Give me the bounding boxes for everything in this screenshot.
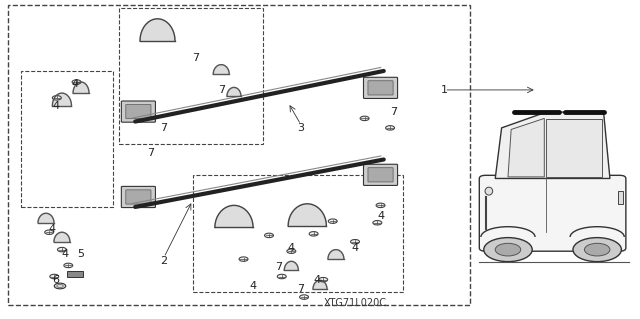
Polygon shape — [38, 213, 54, 223]
Circle shape — [52, 96, 61, 100]
Text: 7: 7 — [192, 53, 199, 63]
Text: 4: 4 — [49, 224, 56, 234]
FancyBboxPatch shape — [126, 190, 151, 204]
Bar — [8, 4, 470, 305]
Text: 5: 5 — [77, 249, 84, 259]
Circle shape — [386, 126, 394, 130]
Text: 6: 6 — [52, 275, 59, 285]
Text: 7: 7 — [275, 262, 282, 272]
Polygon shape — [54, 232, 70, 242]
Circle shape — [351, 240, 360, 244]
FancyBboxPatch shape — [368, 168, 393, 182]
Polygon shape — [288, 204, 326, 226]
Circle shape — [376, 203, 385, 208]
Circle shape — [300, 295, 308, 299]
Circle shape — [584, 243, 610, 256]
Polygon shape — [546, 119, 602, 177]
Polygon shape — [227, 87, 241, 96]
Circle shape — [50, 274, 59, 279]
Text: 3: 3 — [298, 123, 305, 133]
Polygon shape — [140, 19, 175, 41]
FancyBboxPatch shape — [479, 175, 626, 251]
Text: 7: 7 — [148, 148, 155, 158]
Polygon shape — [213, 65, 229, 74]
Circle shape — [64, 263, 73, 268]
Polygon shape — [215, 205, 253, 227]
Polygon shape — [495, 112, 610, 178]
FancyBboxPatch shape — [122, 186, 156, 208]
Text: 7: 7 — [298, 284, 305, 294]
Bar — [20, 71, 113, 207]
Text: 4: 4 — [288, 243, 295, 253]
FancyBboxPatch shape — [126, 105, 151, 119]
Circle shape — [319, 278, 328, 282]
Circle shape — [484, 238, 532, 262]
Text: 4: 4 — [351, 243, 358, 253]
Bar — [618, 191, 623, 204]
Bar — [119, 8, 262, 144]
Circle shape — [264, 233, 273, 238]
Polygon shape — [328, 250, 344, 259]
Polygon shape — [508, 118, 544, 177]
Circle shape — [54, 283, 66, 289]
Circle shape — [373, 220, 382, 225]
Text: 4: 4 — [377, 211, 384, 221]
Circle shape — [45, 230, 54, 234]
Text: 4: 4 — [313, 275, 321, 285]
Circle shape — [360, 116, 369, 121]
Polygon shape — [52, 93, 72, 106]
FancyBboxPatch shape — [368, 81, 393, 95]
Text: 4: 4 — [250, 281, 257, 291]
Circle shape — [328, 219, 337, 223]
Circle shape — [573, 238, 621, 262]
Bar — [193, 175, 403, 292]
Circle shape — [58, 248, 67, 252]
Circle shape — [239, 257, 248, 261]
FancyBboxPatch shape — [364, 164, 397, 185]
Ellipse shape — [485, 187, 493, 195]
Circle shape — [72, 80, 81, 84]
Polygon shape — [73, 82, 89, 93]
Circle shape — [309, 232, 318, 236]
Text: 4: 4 — [52, 101, 59, 111]
Polygon shape — [284, 261, 298, 270]
FancyBboxPatch shape — [122, 101, 156, 122]
Bar — [67, 271, 83, 277]
Text: 7: 7 — [390, 107, 397, 117]
Text: 2: 2 — [160, 256, 168, 266]
Text: XTG71L020C: XTG71L020C — [324, 298, 387, 308]
Text: 7: 7 — [218, 85, 225, 95]
Text: 1: 1 — [441, 85, 448, 95]
Text: 4: 4 — [61, 249, 68, 259]
Text: 7: 7 — [160, 123, 168, 133]
Circle shape — [287, 249, 296, 253]
Circle shape — [495, 243, 521, 256]
Polygon shape — [313, 280, 327, 289]
Text: 4: 4 — [71, 78, 78, 89]
Circle shape — [277, 274, 286, 279]
FancyBboxPatch shape — [364, 77, 397, 99]
